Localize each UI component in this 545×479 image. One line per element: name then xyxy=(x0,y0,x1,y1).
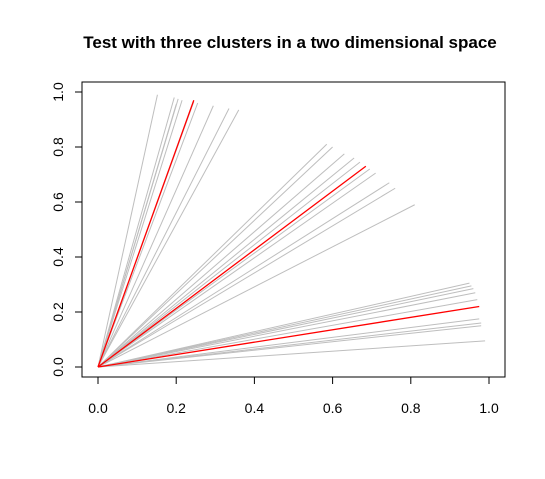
member-line xyxy=(97,94,158,368)
member-line xyxy=(97,282,470,368)
y-tick-label: 0.4 xyxy=(50,247,66,267)
member-line xyxy=(97,299,478,368)
member-line xyxy=(97,146,333,368)
plot-area xyxy=(97,94,486,368)
member-line xyxy=(97,157,355,368)
member-line xyxy=(97,161,361,368)
y-tick-label: 1.0 xyxy=(50,82,66,102)
member-line xyxy=(97,285,472,368)
member-line xyxy=(97,182,390,368)
y-tick-label: 0.8 xyxy=(50,137,66,157)
member-line xyxy=(97,204,415,368)
member-line xyxy=(97,187,396,368)
centroid-line xyxy=(97,100,195,368)
member-line xyxy=(97,325,482,368)
member-line xyxy=(97,104,177,368)
x-tick-label: 0.6 xyxy=(323,400,343,416)
y-tick-label: 0.0 xyxy=(50,357,66,377)
member-line xyxy=(97,97,175,368)
member-line xyxy=(97,288,474,368)
x-tick-label: 0.0 xyxy=(88,400,108,416)
member-line xyxy=(97,168,371,368)
member-line xyxy=(97,318,480,368)
member-line xyxy=(97,100,183,368)
member-line xyxy=(97,105,214,368)
x-tick-label: 0.8 xyxy=(401,400,421,416)
member-line xyxy=(97,102,199,368)
member-line xyxy=(97,143,328,368)
x-tick-label: 1.0 xyxy=(479,400,499,416)
y-tick-label: 0.2 xyxy=(50,302,66,322)
member-line xyxy=(97,340,486,368)
member-line xyxy=(97,153,345,368)
x-tick-label: 0.4 xyxy=(245,400,265,416)
y-tick-label: 0.6 xyxy=(50,192,66,212)
chart-title: Test with three clusters in a two dimens… xyxy=(83,33,496,52)
member-line xyxy=(97,108,230,368)
member-line xyxy=(97,109,240,368)
x-axis: 0.0 0.2 0.4 0.6 0.8 1.0 xyxy=(88,376,499,416)
centroid-line xyxy=(97,165,367,368)
x-tick-label: 0.2 xyxy=(166,400,186,416)
y-axis: 0.0 0.2 0.4 0.6 0.8 1.0 xyxy=(50,82,83,377)
member-line xyxy=(97,292,476,368)
member-line xyxy=(97,172,376,368)
centroid-line xyxy=(97,305,480,368)
plot-frame xyxy=(81,81,506,378)
